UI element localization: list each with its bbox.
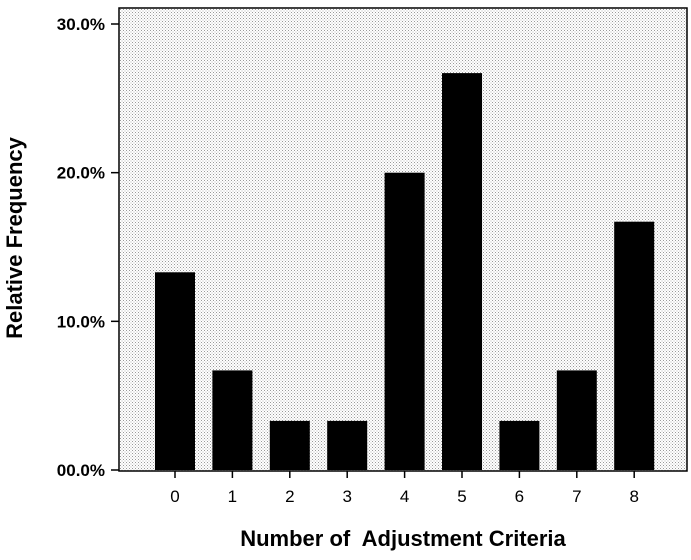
bar-5 — [442, 73, 482, 470]
bar-3 — [327, 420, 368, 470]
x-tick-label: 0 — [170, 487, 179, 506]
bar-0 — [155, 272, 195, 470]
x-axis-title: Number of Adjustment Criteria — [240, 526, 566, 551]
y-axis: 00.0% 10.0% 20.0% 30.0% — [57, 15, 119, 480]
bar-2 — [269, 420, 310, 470]
y-axis-title: Relative Frequency — [2, 136, 27, 339]
bar-6 — [499, 420, 540, 470]
y-tick-label: 10.0% — [57, 312, 105, 331]
bar-8 — [614, 221, 655, 470]
x-tick-label: 1 — [228, 487, 237, 506]
x-tick-label: 3 — [342, 487, 351, 506]
y-tick-label: 20.0% — [57, 164, 105, 183]
x-tick-label: 5 — [457, 487, 466, 506]
bar-7 — [556, 370, 597, 470]
y-tick-label: 30.0% — [57, 15, 105, 34]
bar-4 — [384, 172, 425, 470]
x-tick-label: 4 — [400, 487, 409, 506]
bars-layer — [155, 73, 655, 470]
y-tick-label: 00.0% — [57, 461, 105, 480]
x-tick-label: 8 — [629, 487, 638, 506]
x-tick-label: 6 — [515, 487, 524, 506]
x-tick-label: 2 — [285, 487, 294, 506]
x-axis: 0 1 2 3 4 5 6 7 8 — [170, 471, 639, 506]
x-tick-label: 7 — [572, 487, 581, 506]
bar-1 — [212, 370, 253, 470]
